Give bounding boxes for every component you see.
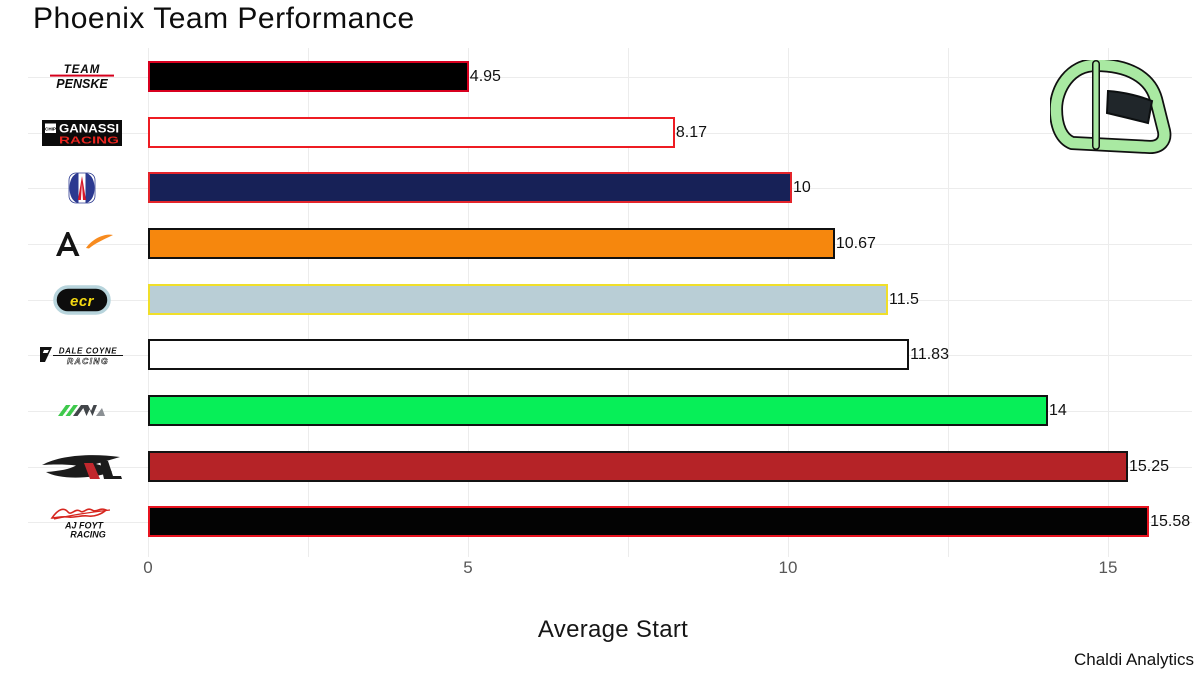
svg-text:PENSKE: PENSKE xyxy=(56,77,108,91)
svg-text:RACING: RACING xyxy=(67,356,109,366)
bar-value-label: 14 xyxy=(1049,401,1067,419)
bar-dale-coyne-racing[interactable] xyxy=(148,339,910,371)
table-row: CHIP GANASSI RACING 8.17 xyxy=(0,116,1200,149)
bar-aj-foyt-racing[interactable] xyxy=(148,506,1150,538)
juncos-hollinger-racing-logo xyxy=(26,395,138,427)
svg-text:RACING: RACING xyxy=(70,530,106,540)
bar-juncos-hollinger-racing[interactable] xyxy=(148,394,1048,426)
svg-text:TEAM: TEAM xyxy=(64,64,101,76)
bar-arrow-mclaren[interactable] xyxy=(148,227,835,259)
table-row: TEAM PENSKE 4.95 xyxy=(0,61,1200,93)
table-row: 10.67 xyxy=(0,227,1200,260)
aj-foyt-racing-logo: AJ FOYT RACING xyxy=(26,506,138,540)
bar-value-label: 11.5 xyxy=(889,290,919,308)
x-tick-label: 0 xyxy=(143,558,153,577)
table-row: 14 xyxy=(0,394,1200,427)
bar-rahal-letterman-lanigan[interactable] xyxy=(148,450,1128,482)
helmet-icon xyxy=(1050,60,1172,154)
x-axis-title: Average Start xyxy=(537,616,689,643)
bar-ed-carpenter-racing[interactable] xyxy=(148,283,888,315)
andretti-logo xyxy=(26,172,138,204)
svg-text:DALE COYNE: DALE COYNE xyxy=(59,347,118,356)
bar-value-label: 15.25 xyxy=(1129,457,1170,475)
brand-credit: Chaldi Analytics xyxy=(1073,650,1194,669)
svg-text:CHIP: CHIP xyxy=(45,126,56,131)
table-row: 10 xyxy=(0,172,1200,204)
bar-team-penske[interactable] xyxy=(148,61,469,92)
svg-text:GANASSI: GANASSI xyxy=(59,123,119,135)
x-tick-label: 5 xyxy=(463,558,473,577)
bar-value-label: 10.67 xyxy=(835,234,876,252)
bar-chip-ganassi-racing[interactable] xyxy=(148,116,675,148)
table-row: 15.25 xyxy=(0,450,1200,483)
table-row: ecr 11.5 xyxy=(0,283,1200,316)
bar-value-label: 15.58 xyxy=(1150,513,1191,531)
bar-value-label: 10 xyxy=(793,179,811,197)
svg-text:ecr: ecr xyxy=(70,293,95,310)
rll-racing-logo xyxy=(26,451,138,483)
dale-coyne-racing-logo: DALE COYNE RACING xyxy=(26,339,138,371)
ed-carpenter-racing-logo: ecr xyxy=(26,284,138,316)
bar-andretti[interactable] xyxy=(148,172,792,204)
bar-value-label: 4.95 xyxy=(469,68,501,85)
bar-value-label: 8.17 xyxy=(675,123,708,141)
svg-text:RACING: RACING xyxy=(59,134,119,145)
table-row: AJ FOYT RACING 15.58 xyxy=(0,506,1200,540)
bar-value-label: 11.83 xyxy=(910,346,949,364)
x-tick-label: 15 xyxy=(1098,558,1118,577)
team-penske-logo: TEAM PENSKE xyxy=(26,61,138,93)
arrow-mclaren-logo xyxy=(26,228,138,260)
chip-ganassi-racing-logo: CHIP GANASSI RACING xyxy=(26,117,138,149)
table-row: DALE COYNE RACING 11.83 xyxy=(0,339,1200,371)
x-tick-label: 10 xyxy=(778,558,798,577)
chart-title: Phoenix Team Performance xyxy=(33,2,415,35)
svg-text:AJ FOYT: AJ FOYT xyxy=(64,521,105,531)
